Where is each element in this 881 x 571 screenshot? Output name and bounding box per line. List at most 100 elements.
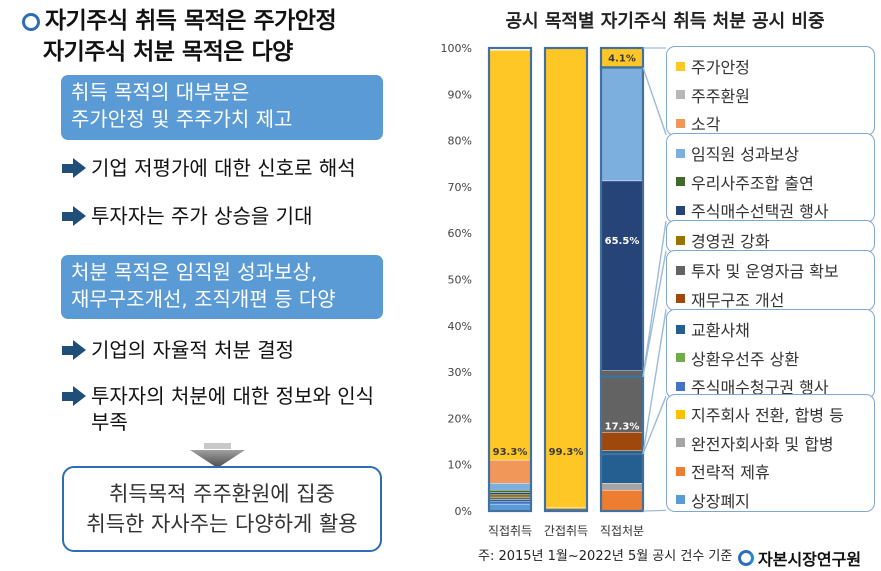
legend-item: 우리사주조합 출연 [676,170,814,194]
data-label: 99.3% [549,447,584,458]
bar-segment [488,459,532,484]
legend-item: 완전자회사화 및 합병 [676,431,834,455]
bar-segment [488,494,532,498]
legend-label: 지주회사 전환, 합병 등 [691,406,844,425]
y-tick-label: 100% [441,42,472,55]
arrow-right-icon [62,206,87,227]
legend-item: 투자 및 운영자금 확보 [676,258,839,282]
chart-title: 공시 목적별 자기주식 취득 처분 공시 비중 [505,11,825,32]
legend-swatch [676,61,685,71]
publisher-name: 자본시장연구원 [758,550,862,569]
bar-segment [600,450,644,484]
conclusion-line1: 취득목적 주주환원에 집중 [109,482,335,506]
bullet-investor-info-line2: 부족 [91,410,128,434]
bullet-price-rise: 투자자는 주가 상승을 기대 [62,203,312,229]
data-label: 93.3% [493,447,528,458]
legend-swatch [676,438,685,448]
disposal-purpose-box: 처분 목적은 임직원 성과보상, 재무구조개선, 조직개편 등 다양 [61,255,383,319]
legend-item: 상환우선주 상환 [676,346,799,370]
publisher-logo: 자본시장연구원 [738,546,861,570]
bar-segment [600,180,644,371]
legend-item: 재무구조 개선 [676,287,784,311]
bullet-investor-info-text: 투자자의 처분에 대한 정보와 인식 부족 [91,383,374,435]
source-note: 주: 2015년 1월~2022년 5월 공시 건수 기준 [478,549,733,564]
group-outline [599,452,645,513]
data-label: 65.5% [605,236,640,247]
y-tick-label: 0% [455,505,472,518]
bar-segment [600,67,644,182]
bar-segment [544,508,588,511]
legend-item: 주주환원 [676,83,750,107]
legend-label: 재무구조 개선 [691,290,785,310]
bar-segment [544,47,588,508]
disposal-box-line2: 재무구조개선, 조직개편 등 다양 [71,287,336,311]
y-tick-label: 80% [448,135,472,148]
legend-swatch [676,148,685,158]
headline-line2: 자기주식 처분 목적은 다양 [43,39,293,65]
legend-swatch [676,409,685,419]
legend-item: 전략적 제휴 [676,459,770,483]
legend-label: 전략적 제휴 [691,463,770,483]
y-tick-label: 90% [448,88,472,101]
x-category-label: 간접취득 [544,524,588,538]
ring-bullet-icon [22,12,40,31]
legend-swatch [676,324,685,334]
stacked-bar-chart: 0% 10% 20% 30% 40% 50% 60% 70% 80% 90% 100% 직접취득 간접취… [441,42,645,538]
legend-item: 소각 [676,111,720,135]
legend-item: 주식매수청구권 행사 [676,374,829,398]
legend-item: 임직원 성과보상 [676,141,799,165]
down-arrow-icon [190,443,245,468]
bar-segment [488,499,532,502]
legend-label: 투자 및 운영자금 확보 [691,262,839,281]
legend-label: 상환우선주 상환 [691,349,800,369]
bullet-undervaluation-text: 기업 저평가에 대한 신호로 해석 [91,156,356,180]
bar-segment [600,483,644,491]
legend-swatch [676,294,685,304]
bar-segment [488,501,532,505]
y-tick-label: 70% [448,181,472,194]
bullet-price-rise-text: 투자자는 주가 상승을 기대 [91,204,313,228]
legend-item: 교환사채 [676,317,750,341]
bullet-undervaluation: 기업 저평가에 대한 신호로 해석 [62,155,356,181]
legend-label: 임직원 성과보상 [691,145,800,164]
bullet-autonomous-disposal: 기업의 자율적 처분 결정 [62,337,294,363]
legend-label: 주가안정 [691,58,750,77]
y-tick-label: 30% [448,366,472,379]
bar-segment [488,496,532,500]
legend-label: 주식매수청구권 행사 [691,378,829,398]
institute-logo-icon [738,550,754,566]
conclusion-line2: 취득한 자사주는 다양하게 활용 [86,512,358,536]
acquisition-purpose-box: 취득 목적의 대부분은 주가안정 및 주주가치 제고 [61,75,383,140]
legend-label: 상장폐지 [691,491,750,511]
bar-segment [488,50,532,461]
legend-label: 경영권 강화 [691,232,770,251]
bullet-investor-info-line1: 투자자의 처분에 대한 정보와 인식 [91,384,375,408]
y-tick-label: 20% [448,412,472,425]
bar-segment [488,483,532,491]
legend-swatch [676,353,685,363]
headline: 자기주식 취득 목적은 주가안정 자기주식 처분 목적은 다양 [22,6,337,68]
bar-segment [600,432,644,452]
legend-item: 주식매수선택권 행사 [676,198,829,222]
arrow-right-icon [62,340,87,361]
legend-label: 소각 [691,115,721,135]
legend-swatch [676,90,685,100]
legend-swatch [676,177,685,187]
bullet-investor-info: 투자자의 처분에 대한 정보와 인식 부족 [62,383,374,435]
legend-swatch [676,381,685,391]
data-label: 17.3% [605,421,640,432]
group-outline [543,46,589,513]
data-label: 4.1% [608,54,636,65]
y-tick-label: 10% [448,459,472,472]
arrow-right-icon [62,386,87,407]
x-category-label: 직접취득 [488,524,532,538]
legend-label: 완전자회사화 및 합병 [691,434,834,454]
group-outline [487,46,533,513]
y-tick-label: 60% [448,227,472,240]
legend-group: 경영권 강화 [666,220,875,253]
legend-swatch [676,466,685,476]
